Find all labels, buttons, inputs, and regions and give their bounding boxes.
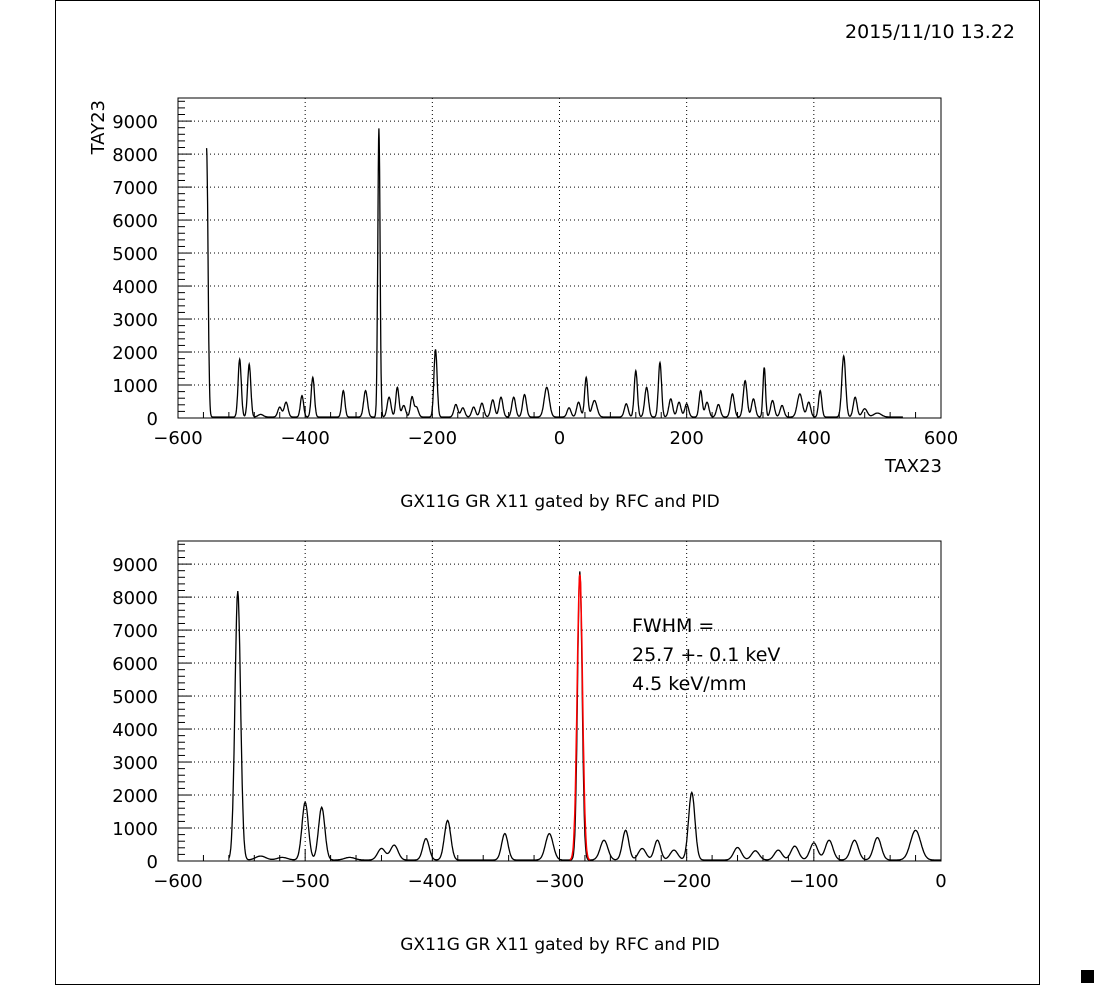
fit-result-line-1: FWHM = bbox=[632, 615, 714, 637]
grid-lines bbox=[178, 541, 941, 861]
y-tick-label: 8000 bbox=[112, 145, 158, 166]
histogram-series-line bbox=[228, 571, 941, 861]
bottom-histogram: −600 −500 −400 −300 −200 −100 0 0 1000 2000 3000 40… bbox=[112, 540, 947, 892]
y-axis: 0 1000 2000 3000 4000 5000 6000 7000 8000 9000 bbox=[112, 543, 192, 873]
y-tick-label: 5000 bbox=[112, 687, 158, 708]
x-tick-label: 600 bbox=[924, 428, 958, 449]
top-histogram-x-axis-label: TAX23 bbox=[884, 456, 942, 477]
gaussian-fit-curve bbox=[569, 574, 591, 861]
x-axis: −600 −400 −200 0 200 400 600 bbox=[153, 406, 958, 449]
x-tick-label: −100 bbox=[789, 871, 838, 892]
x-tick-label: 0 bbox=[935, 871, 946, 892]
y-tick-label: 1000 bbox=[112, 376, 158, 397]
timestamp: 2015/11/10 13.22 bbox=[845, 21, 1015, 43]
fit-result-line-2: 25.7 +- 0.1 keV bbox=[632, 644, 780, 666]
y-tick-label: 0 bbox=[147, 852, 158, 873]
y-tick-label: 4000 bbox=[112, 277, 158, 298]
canvas-frame bbox=[55, 0, 1040, 985]
y-tick-label: 6000 bbox=[112, 654, 158, 675]
fit-result-line-3: 4.5 keV/mm bbox=[632, 673, 747, 695]
x-tick-label: 400 bbox=[797, 428, 831, 449]
x-tick-label: −300 bbox=[535, 871, 584, 892]
y-tick-label: 0 bbox=[147, 409, 158, 430]
y-tick-label: 7000 bbox=[112, 621, 158, 642]
y-tick-label: 7000 bbox=[112, 178, 158, 199]
top-histogram-y-axis-label: TAY23 bbox=[88, 100, 109, 155]
x-tick-label: −400 bbox=[280, 428, 329, 449]
top-histogram-title: GX11G GR X11 gated by RFC and PID bbox=[400, 492, 720, 512]
y-tick-label: 3000 bbox=[112, 753, 158, 774]
histogram-series-line bbox=[205, 128, 903, 418]
y-tick-label: 2000 bbox=[112, 786, 158, 807]
x-tick-label: −200 bbox=[662, 871, 711, 892]
x-tick-label: 0 bbox=[554, 428, 565, 449]
x-tick-label: −600 bbox=[153, 428, 202, 449]
x-tick-label: −400 bbox=[408, 871, 457, 892]
top-histogram: −600 −400 −200 0 200 400 600010002000300040005… bbox=[112, 97, 958, 449]
y-tick-label: 9000 bbox=[112, 555, 158, 576]
x-axis: −600 −500 −400 −300 −200 −100 0 bbox=[153, 849, 947, 892]
y-axis: 0 1000 2000 3000 4000 5000 6000 7000 8000 9000 bbox=[112, 100, 192, 430]
y-tick-label: 3000 bbox=[112, 310, 158, 331]
corner-marker bbox=[1081, 970, 1094, 983]
y-tick-label: 6000 bbox=[112, 211, 158, 232]
y-tick-label: 5000 bbox=[112, 244, 158, 265]
y-tick-label: 1000 bbox=[112, 819, 158, 840]
x-tick-label: −200 bbox=[408, 428, 457, 449]
y-tick-label: 2000 bbox=[112, 343, 158, 364]
fit-result-label: FWHM = 25.7 +- 0.1 keV 4.5 keV/mm bbox=[632, 615, 780, 695]
x-tick-label: −500 bbox=[280, 871, 329, 892]
x-tick-label: −600 bbox=[153, 871, 202, 892]
x-tick-label: 200 bbox=[669, 428, 703, 449]
y-tick-label: 8000 bbox=[112, 588, 158, 609]
grid-lines bbox=[178, 98, 941, 418]
y-tick-label: 4000 bbox=[112, 720, 158, 741]
bottom-histogram-title: GX11G GR X11 gated by RFC and PID bbox=[400, 935, 720, 955]
y-tick-label: 9000 bbox=[112, 112, 158, 133]
